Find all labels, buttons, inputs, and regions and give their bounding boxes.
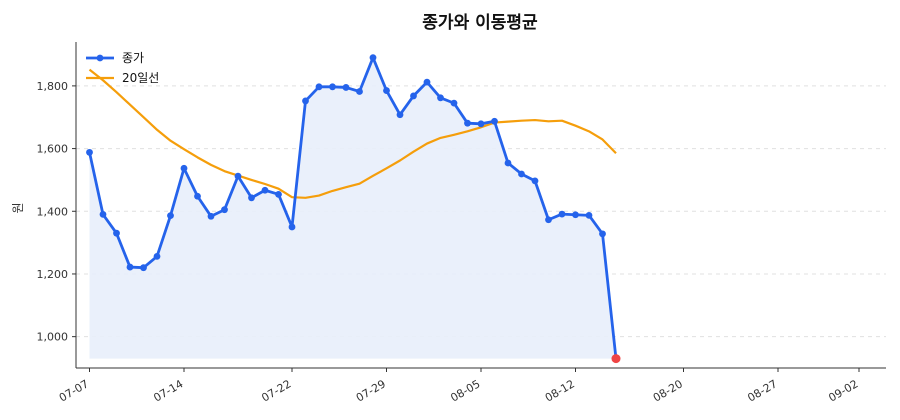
price-point	[86, 148, 93, 156]
x-tick-label: 09-02	[826, 377, 860, 404]
x-tick-label: 08-20	[651, 377, 685, 404]
price-point	[518, 170, 525, 178]
legend-label-price: 종가	[122, 51, 144, 65]
price-point	[180, 164, 188, 172]
y-tick-label: 1,600	[37, 143, 69, 156]
price-point	[234, 172, 242, 180]
price-point	[113, 229, 120, 237]
price-point	[315, 83, 323, 91]
x-tick-label: 07-22	[259, 377, 293, 404]
x-tick-label: 07-14	[151, 377, 185, 404]
price-point	[599, 230, 606, 238]
price-point	[477, 120, 485, 128]
legend-marker-price	[96, 54, 104, 62]
price-point	[423, 78, 431, 86]
price-point	[437, 94, 444, 102]
grid	[76, 85, 886, 338]
y-axis-label: 원	[11, 202, 25, 213]
y-tick-label: 1,800	[37, 80, 69, 93]
last-price-point	[611, 354, 621, 364]
series-close-price	[86, 54, 621, 364]
close-price-line	[88, 56, 618, 359]
price-point	[261, 186, 269, 194]
price-point	[396, 111, 404, 119]
price-point	[99, 211, 107, 218]
price-point	[207, 212, 215, 220]
x-tick-label: 08-05	[448, 377, 482, 404]
price-point	[288, 223, 296, 231]
price-fill-shape	[89, 57, 616, 359]
price-point	[167, 212, 174, 220]
y-tick-label: 1,000	[37, 331, 69, 344]
price-point	[356, 88, 363, 95]
price-point	[221, 206, 228, 214]
price-point	[504, 159, 512, 167]
price-point	[248, 194, 255, 202]
x-tick-label: 08-12	[543, 377, 577, 404]
x-tick-label: 07-29	[354, 377, 388, 404]
price-point	[545, 216, 552, 224]
price-point	[369, 54, 377, 62]
legend-label-ma20: 20일선	[122, 71, 159, 85]
price-point	[491, 117, 498, 125]
price-point	[302, 97, 309, 105]
x-tick-label: 08-27	[745, 377, 779, 404]
price-point	[329, 83, 336, 91]
price-point	[558, 210, 566, 218]
price-point	[410, 92, 417, 100]
legend: 종가 20일선	[86, 51, 159, 85]
series-ma20	[88, 68, 617, 199]
price-point	[126, 263, 134, 271]
chart-title: 종가와 이동평균	[422, 13, 538, 33]
price-point	[153, 253, 161, 260]
price-point	[464, 119, 471, 127]
y-tick-label: 1,200	[37, 268, 69, 281]
price-point	[531, 177, 539, 185]
price-point	[450, 99, 458, 107]
price-point	[275, 190, 282, 198]
price-point	[383, 87, 390, 94]
ma20-line	[88, 68, 617, 199]
price-point	[342, 84, 350, 91]
price-point	[572, 211, 579, 219]
y-tick-label: 1,400	[37, 205, 69, 218]
price-point	[140, 264, 147, 272]
price-fill-area	[89, 57, 616, 359]
price-point	[585, 211, 593, 219]
price-point	[194, 192, 201, 200]
x-tick-label: 07-07	[57, 377, 91, 404]
